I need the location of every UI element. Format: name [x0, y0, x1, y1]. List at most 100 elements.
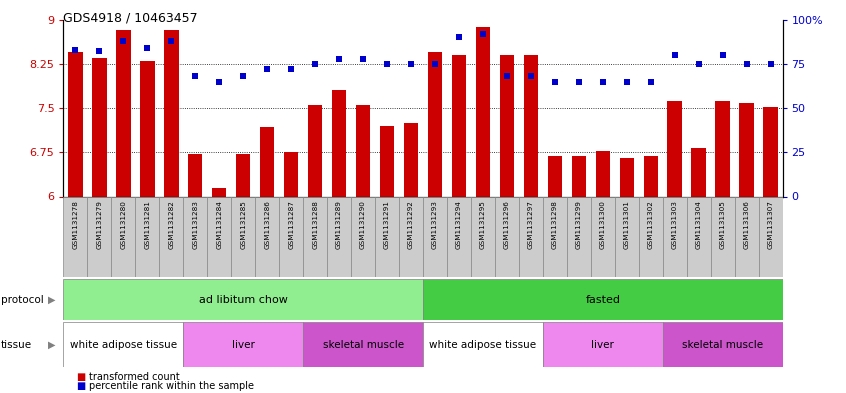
Bar [615, 196, 639, 277]
Text: GSM1131278: GSM1131278 [73, 200, 79, 250]
Bar [667, 101, 682, 196]
Point [236, 73, 250, 79]
Point [332, 55, 346, 62]
Bar [327, 196, 351, 277]
Bar [639, 196, 662, 277]
Bar [63, 279, 423, 320]
Text: ad libitum chow: ad libitum chow [199, 295, 288, 305]
Bar [399, 196, 423, 277]
Bar [308, 105, 322, 196]
Bar [140, 61, 155, 196]
Bar [662, 196, 687, 277]
Bar [112, 196, 135, 277]
Bar [423, 196, 447, 277]
Point [692, 61, 706, 67]
Text: GSM1131297: GSM1131297 [528, 200, 534, 250]
Point [524, 73, 537, 79]
Text: GSM1131300: GSM1131300 [600, 200, 606, 250]
Bar [159, 196, 184, 277]
Point [572, 79, 585, 85]
Bar [500, 55, 514, 196]
Text: GDS4918 / 10463457: GDS4918 / 10463457 [63, 12, 198, 25]
Point [356, 55, 370, 62]
Bar [423, 279, 783, 320]
Bar [644, 156, 658, 196]
Text: GSM1131292: GSM1131292 [408, 200, 414, 250]
Text: GSM1131289: GSM1131289 [336, 200, 342, 250]
Text: transformed count: transformed count [89, 372, 179, 382]
Bar [524, 55, 538, 196]
Point [644, 79, 657, 85]
Bar [303, 196, 327, 277]
Text: GSM1131282: GSM1131282 [168, 200, 174, 250]
Text: GSM1131304: GSM1131304 [695, 200, 701, 250]
Bar [591, 196, 615, 277]
Text: GSM1131305: GSM1131305 [720, 200, 726, 250]
Point [667, 52, 681, 58]
Bar [87, 196, 112, 277]
Bar [447, 196, 471, 277]
Text: GSM1131285: GSM1131285 [240, 200, 246, 250]
Bar [759, 196, 783, 277]
Bar [763, 107, 777, 196]
Bar [92, 58, 107, 196]
Bar [404, 123, 418, 196]
Point [308, 61, 321, 67]
Text: GSM1131287: GSM1131287 [288, 200, 294, 250]
Text: ■: ■ [76, 372, 85, 382]
Point [500, 73, 514, 79]
Point [428, 61, 442, 67]
Bar [231, 196, 255, 277]
Text: skeletal muscle: skeletal muscle [322, 340, 404, 350]
Text: white adipose tissue: white adipose tissue [430, 340, 536, 350]
Bar [375, 196, 399, 277]
Text: GSM1131288: GSM1131288 [312, 200, 318, 250]
Point [189, 73, 202, 79]
Bar [63, 322, 184, 367]
Bar [135, 196, 159, 277]
Bar [662, 322, 783, 367]
Text: GSM1131295: GSM1131295 [480, 200, 486, 250]
Text: GSM1131302: GSM1131302 [648, 200, 654, 250]
Point [117, 38, 130, 44]
Point [739, 61, 753, 67]
Point [92, 48, 106, 55]
Bar [380, 126, 394, 196]
Bar [691, 148, 706, 196]
Bar [184, 322, 303, 367]
Bar [519, 196, 543, 277]
Point [548, 79, 562, 85]
Text: percentile rank within the sample: percentile rank within the sample [89, 381, 254, 391]
Bar [188, 154, 202, 196]
Point [69, 47, 82, 53]
Text: GSM1131299: GSM1131299 [576, 200, 582, 250]
Bar [207, 196, 231, 277]
Point [164, 38, 178, 44]
Text: GSM1131293: GSM1131293 [432, 200, 438, 250]
Point [404, 61, 418, 67]
Bar [619, 158, 634, 196]
Bar [567, 196, 591, 277]
Bar [255, 196, 279, 277]
Text: protocol: protocol [1, 295, 44, 305]
Text: GSM1131286: GSM1131286 [264, 200, 270, 250]
Text: GSM1131296: GSM1131296 [504, 200, 510, 250]
Bar [69, 52, 83, 196]
Bar [452, 55, 466, 196]
Bar [543, 322, 662, 367]
Bar [687, 196, 711, 277]
Point [380, 61, 393, 67]
Bar [356, 105, 371, 196]
Bar [716, 101, 730, 196]
Text: GSM1131294: GSM1131294 [456, 200, 462, 250]
Text: ▶: ▶ [48, 340, 56, 350]
Text: ■: ■ [76, 381, 85, 391]
Text: tissue: tissue [1, 340, 32, 350]
Text: GSM1131306: GSM1131306 [744, 200, 750, 250]
Bar [711, 196, 734, 277]
Text: skeletal muscle: skeletal muscle [682, 340, 763, 350]
Bar [184, 196, 207, 277]
Text: ▶: ▶ [48, 295, 56, 305]
Bar [547, 156, 562, 196]
Text: liver: liver [591, 340, 614, 350]
